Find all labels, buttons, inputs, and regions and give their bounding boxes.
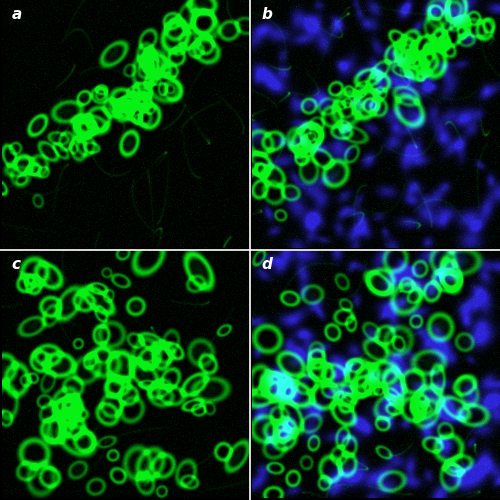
Text: b: b xyxy=(262,8,273,22)
Text: d: d xyxy=(262,258,273,272)
Text: a: a xyxy=(12,8,22,22)
Text: c: c xyxy=(12,258,21,272)
